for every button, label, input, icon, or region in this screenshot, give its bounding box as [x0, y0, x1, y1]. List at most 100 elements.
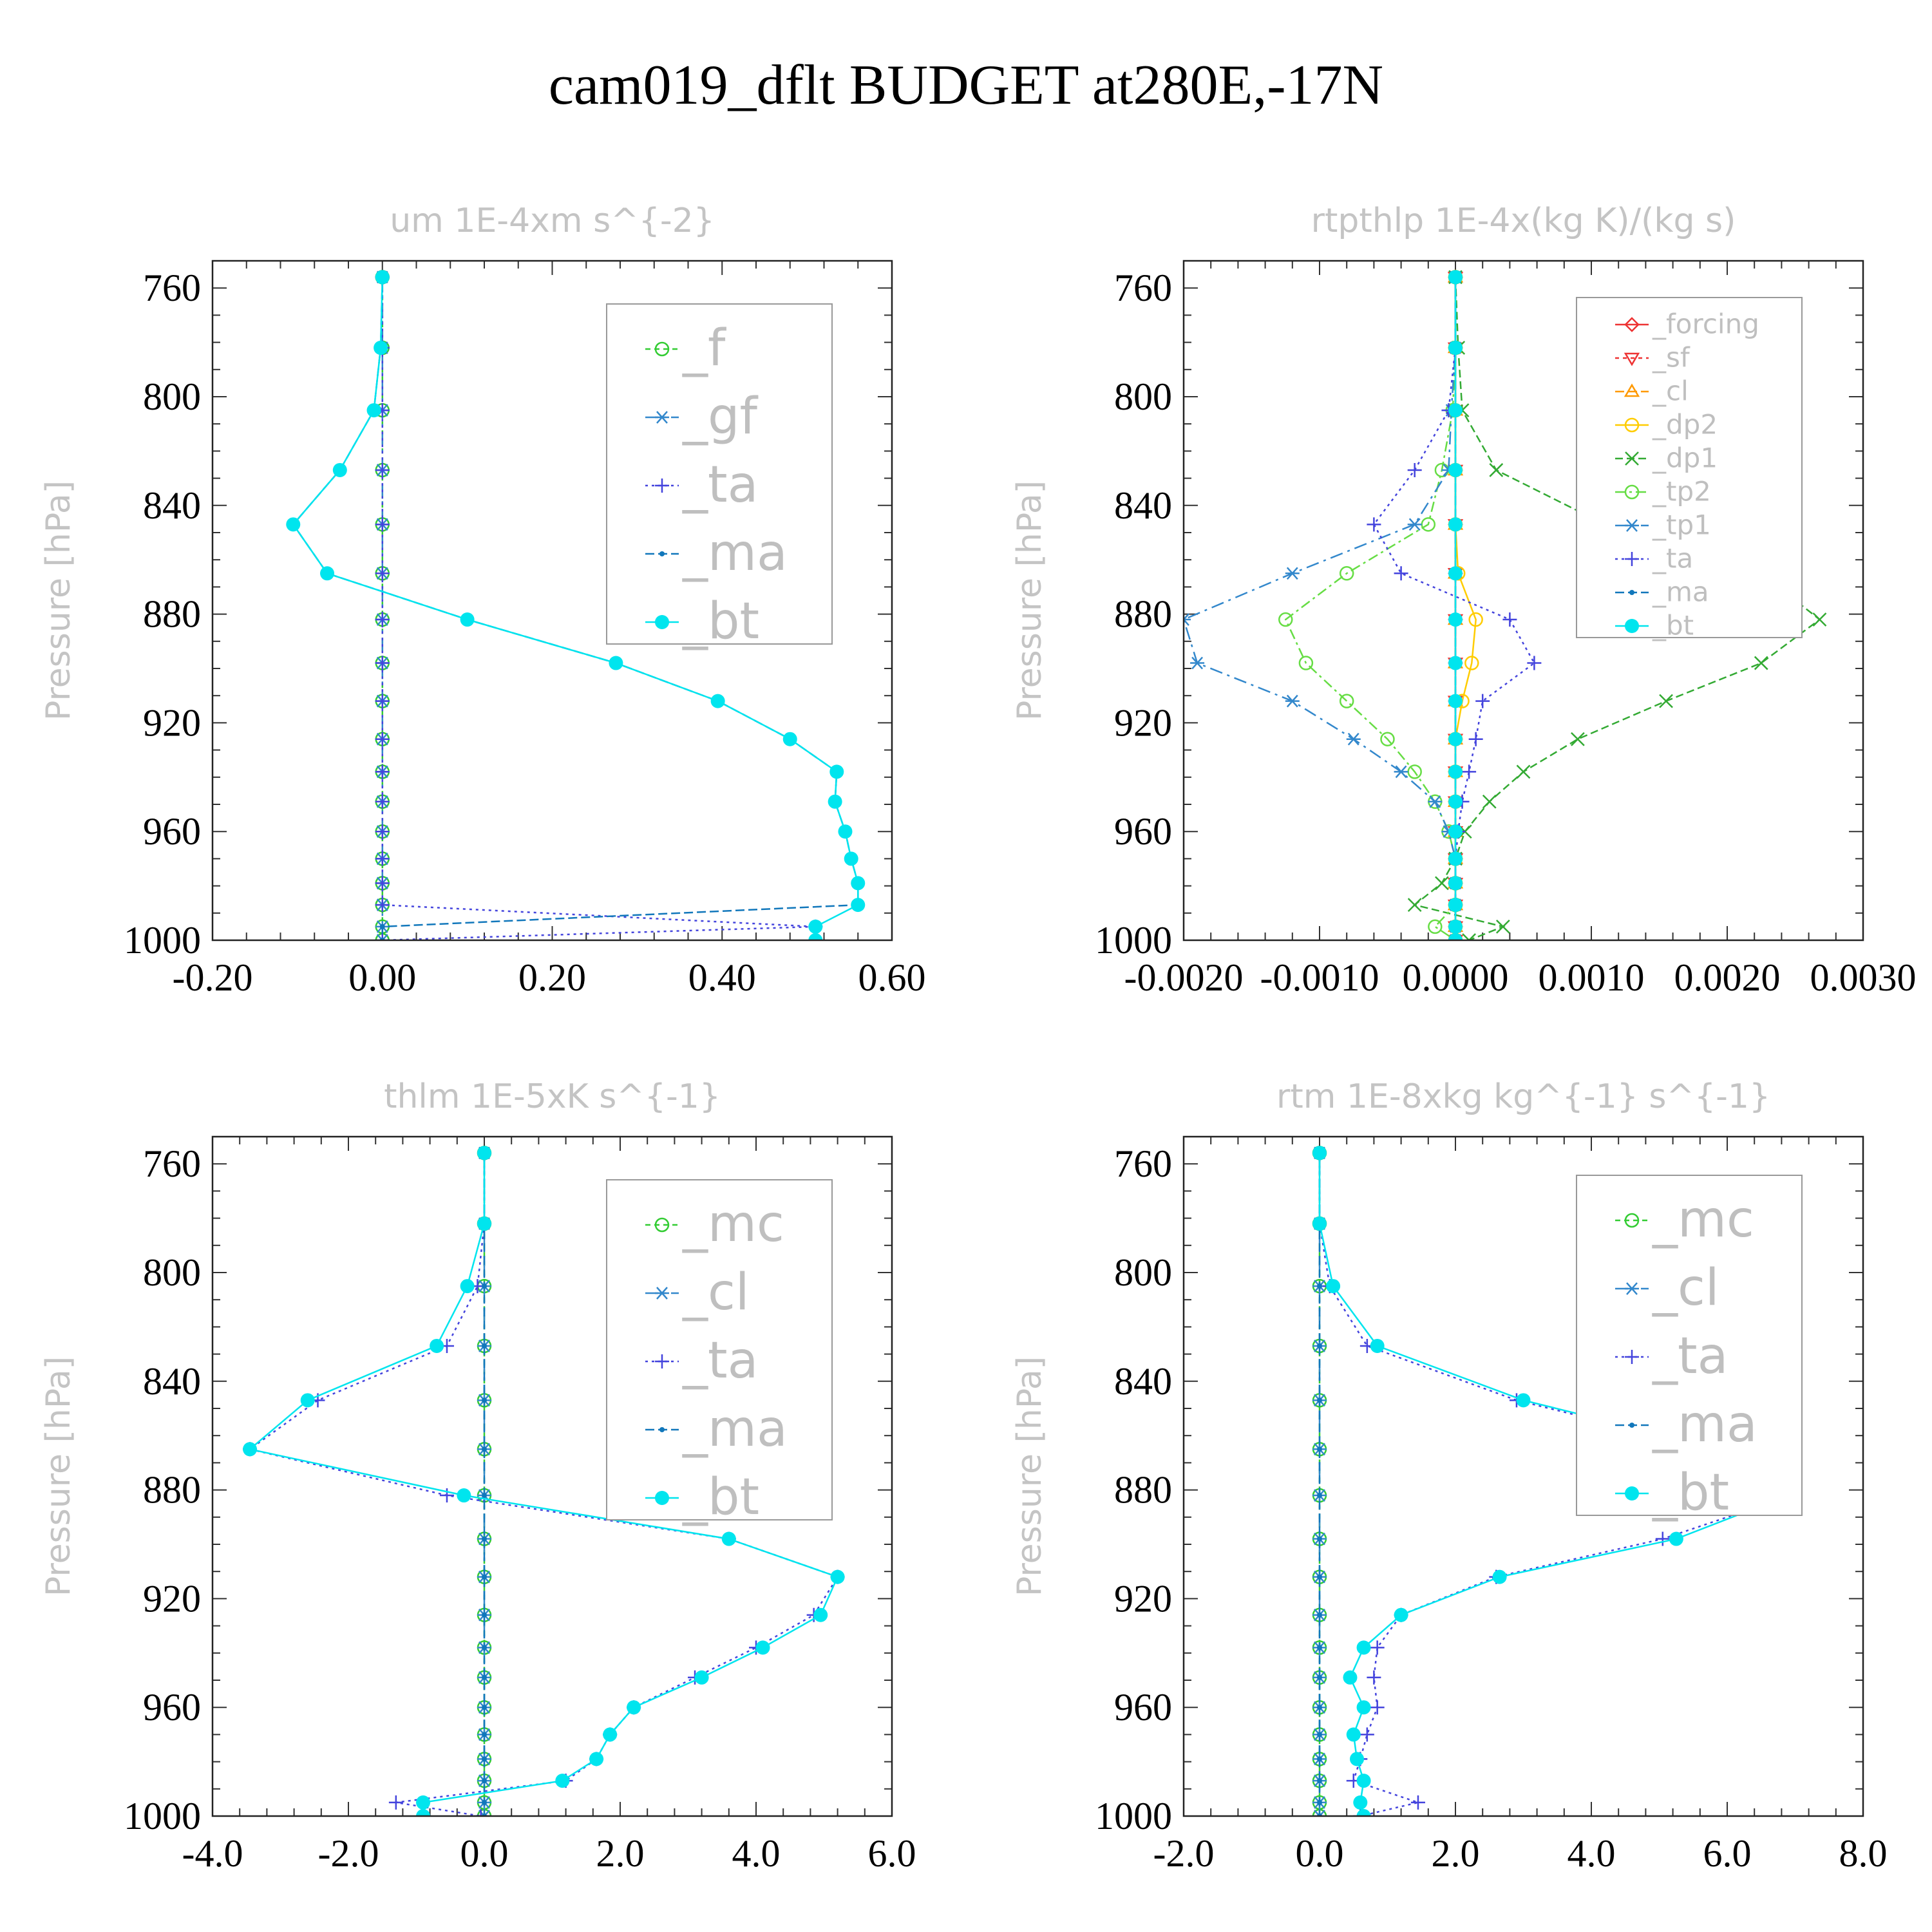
- x-tick-label: 4.0: [732, 1832, 781, 1875]
- data-point: [844, 851, 858, 866]
- legend-item: _ta: [1615, 542, 1693, 574]
- legend-item: _bt: [645, 1468, 759, 1526]
- legend-item: _forcing: [1615, 308, 1759, 339]
- y-tick-label: 960: [1114, 1686, 1172, 1728]
- series-line: [1454, 277, 1477, 940]
- data-point: [1624, 383, 1640, 397]
- data-point: [1492, 1569, 1507, 1584]
- data-point: [1448, 732, 1463, 746]
- legend-label: _mc: [682, 1195, 784, 1253]
- legend-item: _mc: [1615, 1191, 1754, 1249]
- data-point: [1317, 1283, 1322, 1289]
- series-line: [1184, 277, 1457, 940]
- y-tick-label: 960: [143, 810, 201, 853]
- series-bt: [243, 1146, 845, 1816]
- panel-2: rtpthlp 1E-4x(kg K)/(kg s) Pressure [hPa]…: [1010, 202, 1917, 999]
- y-tick-label: 880: [143, 593, 201, 636]
- data-point: [430, 1338, 444, 1353]
- legend: _f _gf _ta _ma _bt: [606, 303, 833, 650]
- y-tick-label: 760: [1114, 1142, 1172, 1185]
- legend-label: _ta: [682, 1332, 758, 1390]
- legend-box: [1576, 1175, 1803, 1516]
- data-point: [1624, 352, 1640, 366]
- data-point: [1346, 1727, 1361, 1742]
- y-tick-label: 960: [143, 1686, 201, 1728]
- data-point: [375, 462, 390, 477]
- data-point: [1625, 552, 1639, 566]
- data-point: [1448, 656, 1463, 670]
- legend-label: _dp2: [1652, 408, 1718, 440]
- data-point: [1285, 567, 1300, 580]
- x-tick-label: 0.0020: [1674, 956, 1781, 999]
- data-point: [1448, 794, 1463, 809]
- data-point: [320, 566, 335, 581]
- series-line: [1284, 277, 1457, 940]
- series-line: [248, 1153, 839, 1816]
- data-point: [1448, 462, 1463, 477]
- legend-label: _sf: [1652, 341, 1690, 373]
- series-bt: [286, 270, 866, 940]
- panel-3: thlm 1E-5xK s^{-1} Pressure [hPa] 760 800 84…: [39, 1077, 916, 1875]
- data-point: [659, 1427, 665, 1432]
- data-point: [1448, 612, 1463, 627]
- legend-label: _ma: [682, 1400, 788, 1458]
- y-tick-label: 880: [1114, 1469, 1172, 1511]
- data-point: [1448, 876, 1463, 891]
- x-tick-label: 0.0010: [1539, 956, 1645, 999]
- legend-label: _bt: [1652, 1464, 1729, 1522]
- series-line: [1372, 277, 1536, 940]
- data-point: [375, 898, 390, 913]
- data-point: [808, 919, 823, 934]
- y-tick-label: 880: [1114, 593, 1172, 636]
- legend-label: _ma: [1652, 576, 1709, 607]
- data-point: [1468, 612, 1483, 627]
- data-point: [482, 1778, 487, 1784]
- legend-item: _ta: [645, 1332, 758, 1390]
- data-point: [482, 1674, 487, 1680]
- data-point: [1370, 1640, 1385, 1655]
- y-tick-label: 760: [143, 1142, 201, 1185]
- data-point: [1317, 1536, 1322, 1542]
- legend-item: _f: [645, 319, 726, 377]
- data-point: [1356, 1774, 1371, 1788]
- y-tick-label: 840: [143, 484, 201, 527]
- data-point: [1317, 1397, 1322, 1403]
- legend-item: _cl: [645, 1264, 750, 1321]
- data-point: [755, 1640, 770, 1655]
- y-tick-label: 920: [1114, 1577, 1172, 1620]
- data-point: [375, 851, 390, 866]
- data-point: [1407, 518, 1422, 531]
- legend-label: _bt: [682, 1468, 759, 1526]
- data-point: [1407, 898, 1422, 913]
- data-point: [457, 1488, 471, 1503]
- legend-item: _gf: [645, 388, 759, 446]
- data-point: [1312, 1217, 1327, 1231]
- x-tick-label: -4.0: [182, 1832, 243, 1875]
- legend-label: _forcing: [1652, 308, 1759, 339]
- legend: _forcing_sf_cl_dp2_dp1_tp2_tp1_ta_ma_bt: [1576, 297, 1803, 641]
- panel-title: rtpthlp 1E-4x(kg K)/(kg s): [1311, 202, 1736, 240]
- data-point: [627, 1700, 641, 1715]
- data-point: [1353, 1795, 1368, 1810]
- y-tick-label: 920: [143, 701, 201, 744]
- data-point: [1448, 824, 1463, 839]
- x-tick-label: 2.0: [1432, 1832, 1480, 1875]
- data-point: [828, 794, 842, 809]
- data-point: [375, 933, 390, 940]
- panel-title: thlm 1E-5xK s^{-1}: [384, 1077, 721, 1116]
- legend-label: _f: [682, 319, 726, 377]
- series-ma: [482, 1150, 487, 1816]
- x-tick-label: 0.0000: [1403, 956, 1509, 999]
- data-point: [1482, 794, 1497, 809]
- series-tp1: [1184, 270, 1463, 940]
- y-tick-label: 840: [1114, 1360, 1172, 1403]
- data-point: [808, 933, 823, 940]
- data-point: [851, 898, 866, 913]
- y-tick-label: 1000: [1095, 1795, 1172, 1837]
- data-point: [1625, 1350, 1639, 1364]
- data-point: [482, 1493, 487, 1499]
- data-point: [1625, 619, 1639, 633]
- data-point: [375, 732, 390, 746]
- plot-frame: [211, 260, 893, 942]
- data-point: [1410, 1795, 1425, 1810]
